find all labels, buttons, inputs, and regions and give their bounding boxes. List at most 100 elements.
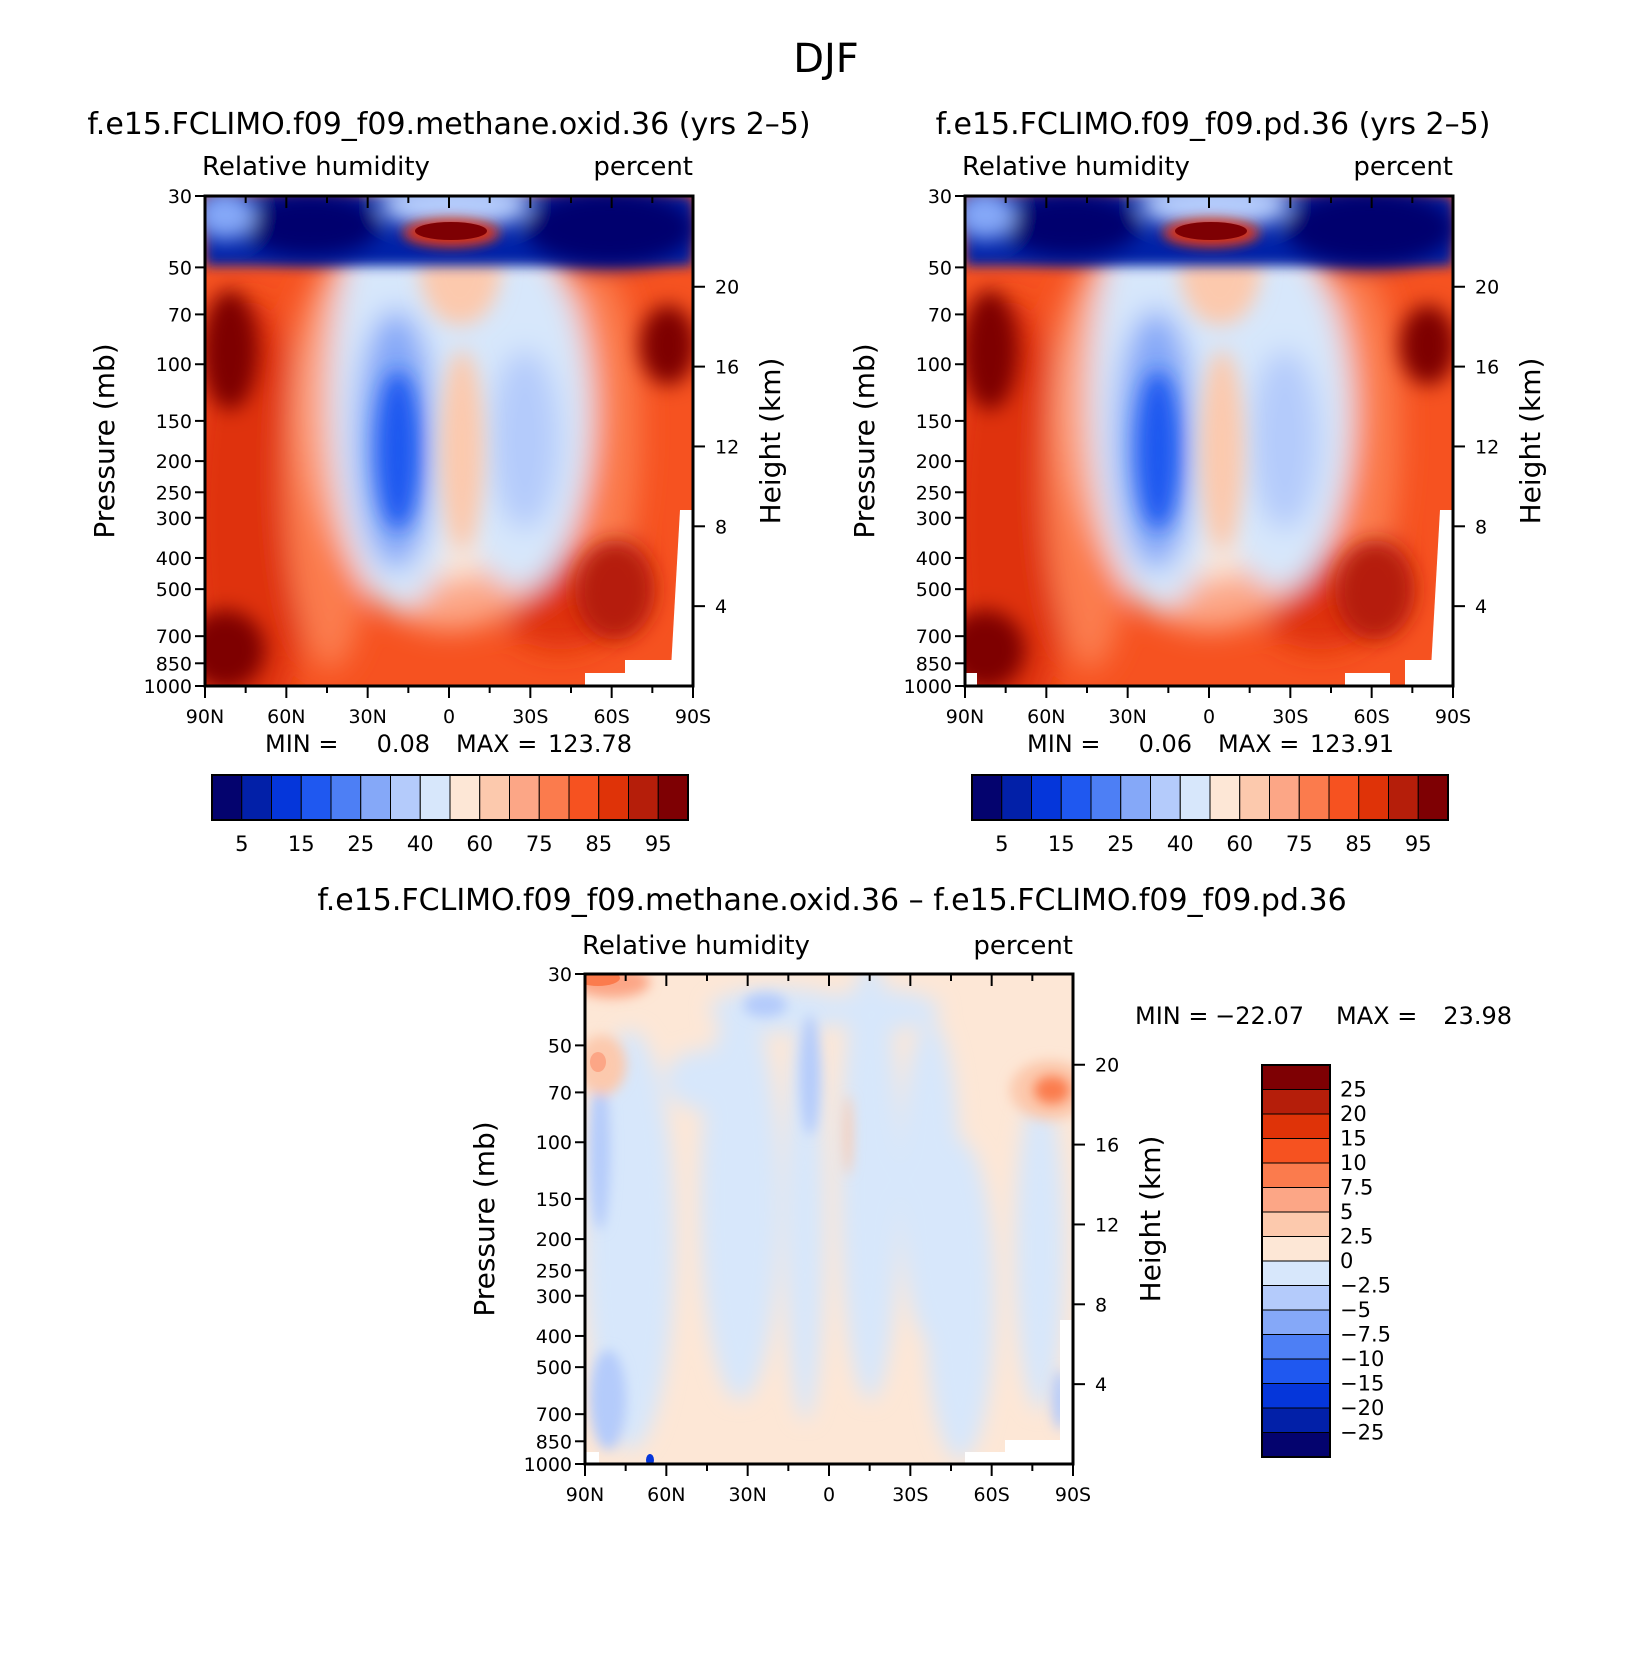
y-tick-label: 150 (536, 1189, 572, 1211)
y-tick-label: 300 (916, 508, 952, 530)
colorbar-swatch (598, 774, 629, 821)
height-tick-label: 4 (1095, 1374, 1107, 1396)
x-tick-label: 90S (675, 706, 711, 728)
y-tick-label: 700 (156, 626, 192, 648)
y-tick-label: 400 (536, 1326, 572, 1348)
y-tick-label: 30 (928, 186, 952, 208)
y-axis-label: Pressure (mb) (468, 1121, 501, 1316)
colorbar-swatch (1031, 774, 1062, 821)
height-tick-label: 20 (1095, 1055, 1119, 1077)
min-value: −22.07 (1215, 1002, 1304, 1030)
y-tick-label: 700 (916, 626, 952, 648)
colorbar-label: 95 (645, 832, 672, 856)
colorbar-swatch (509, 774, 540, 821)
colorbar-swatch (1261, 1407, 1331, 1433)
y-tick-label: 250 (536, 1260, 572, 1282)
y-tick-label: 400 (916, 548, 952, 570)
colorbar-swatch (1001, 774, 1032, 821)
height-tick-label: 16 (715, 357, 739, 379)
y-tick-label: 200 (536, 1229, 572, 1251)
colorbar-label: 15 (1340, 1127, 1367, 1151)
colorbar-swatch (1179, 774, 1211, 821)
contour-field (965, 196, 1453, 686)
units-label: percent (973, 931, 1073, 961)
max-label: MAX = (1218, 730, 1299, 758)
y-tick-label: 850 (536, 1431, 572, 1453)
y-tick-label: 200 (916, 451, 952, 473)
y-axis-label: Pressure (mb) (848, 343, 881, 538)
colorbar-swatch (1120, 774, 1151, 821)
axes-difference: 305070100150200250300400500700850100090N… (524, 964, 1120, 1506)
min-label: MIN = (1027, 730, 1100, 758)
x-tick-label: 30N (1108, 706, 1146, 728)
height-tick-label: 20 (1475, 277, 1499, 299)
y-axis-right-label: Height (km) (1134, 1136, 1167, 1303)
y-tick-label: 250 (156, 482, 192, 504)
variable-label: Relative humidity (962, 152, 1190, 182)
x-tick-label: 90N (946, 706, 984, 728)
y-tick-label: 30 (168, 186, 192, 208)
colorbar-swatch (1090, 774, 1122, 821)
colorbar-swatch (1261, 1334, 1331, 1360)
colorbar-label: 85 (585, 832, 612, 856)
colorbar-label: 25 (1340, 1078, 1367, 1102)
y-axis-right-label: Height (km) (754, 358, 787, 525)
y-tick-label: 1000 (144, 676, 192, 698)
panel-title: f.e15.FCLIMO.f09_f09.methane.oxid.36 (yr… (87, 107, 810, 142)
colorbar-swatch (271, 774, 302, 821)
x-tick-label: 30N (348, 706, 386, 728)
colorbar-label: 5 (235, 832, 248, 856)
y-tick-label: 100 (916, 354, 952, 376)
height-tick-label: 8 (1475, 516, 1487, 538)
colorbar-swatch (1261, 1162, 1331, 1188)
max-label: MAX = (456, 730, 537, 758)
x-tick-label: 0 (1203, 706, 1215, 728)
colorbar-label: −7.5 (1340, 1323, 1391, 1347)
y-tick-label: 100 (536, 1132, 572, 1154)
colorbar-swatch (1261, 1211, 1331, 1237)
y-tick-label: 400 (156, 548, 192, 570)
y-tick-label: 300 (156, 508, 192, 530)
colorbar-swatch (419, 774, 451, 821)
x-tick-label: 90N (566, 1484, 604, 1506)
x-tick-label: 30S (892, 1484, 928, 1506)
x-tick-label: 60S (1354, 706, 1390, 728)
colorbar-label: −25 (1340, 1421, 1384, 1445)
x-tick-label: 0 (823, 1484, 835, 1506)
colorbar-swatch (538, 774, 570, 821)
colorbar-swatch (568, 774, 600, 821)
colorbar-swatch (1060, 774, 1092, 821)
x-tick-label: 60N (267, 706, 305, 728)
y-tick-label: 100 (156, 354, 192, 376)
y-tick-label: 700 (536, 1404, 572, 1426)
colorbar-label: 5 (1340, 1200, 1353, 1224)
stats: MIN = −22.07 MAX = 23.98 (1135, 1002, 1512, 1030)
y-tick-label: 50 (928, 257, 952, 279)
min-label: MIN = (1135, 1002, 1208, 1030)
colorbar-label: −5 (1340, 1298, 1371, 1322)
height-tick-label: 12 (1475, 436, 1499, 458)
colorbar-label: 7.5 (1340, 1176, 1373, 1200)
min-value: 0.08 (377, 730, 430, 758)
colorbar-swatch (1261, 1383, 1331, 1409)
y-tick-label: 500 (156, 579, 192, 601)
min-value: 0.06 (1139, 730, 1192, 758)
colorbar-swatch (1261, 1309, 1331, 1335)
panel-top-left: f.e15.FCLIMO.f09_f09.methane.oxid.36 (yr… (87, 107, 810, 856)
y-tick-label: 50 (548, 1035, 572, 1057)
colorbar-swatch (1261, 1260, 1331, 1286)
colorbar-swatch (360, 774, 391, 821)
colorbar-label: 2.5 (1340, 1225, 1373, 1249)
min-label: MIN = (265, 730, 338, 758)
height-tick-label: 4 (715, 596, 727, 618)
colorbar-swatch (330, 774, 362, 821)
figure-title: DJF (793, 36, 859, 82)
colorbar-swatch (479, 774, 510, 821)
colorbar-label: 5 (995, 832, 1008, 856)
colorbar-swatch (1261, 1285, 1331, 1311)
y-tick-label: 500 (536, 1357, 572, 1379)
colorbar-swatch (1298, 774, 1330, 821)
y-tick-label: 70 (168, 304, 192, 326)
colorbar-label: 25 (1107, 832, 1134, 856)
